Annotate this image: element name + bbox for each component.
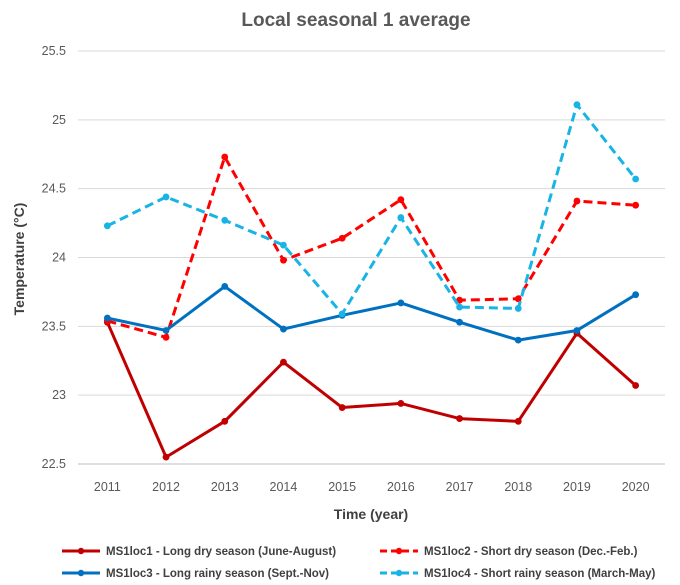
data-point [162,193,170,201]
x-axis-title: Time (year) [334,506,408,522]
y-tick-label: 24.5 [42,182,66,196]
data-point [632,382,640,389]
legend-label: MS1loc3 - Long rainy season (Sept.-Nov) [106,568,329,580]
y-tick-label: 22.5 [42,457,66,471]
data-point [632,291,640,299]
data-point [221,283,229,290]
legend-label: MS1loc1 - Long dry season (June-August) [106,546,336,558]
data-point [397,214,405,221]
x-tick-label: 2018 [504,480,532,494]
series-1 [103,318,640,461]
series-4 [103,101,640,318]
x-tick-label: 2012 [152,480,180,494]
data-point [103,314,111,322]
data-point [397,400,405,407]
data-point [221,153,229,161]
data-point [280,325,287,333]
legend-label: MS1loc4 - Short rainy season (March-May) [424,568,656,580]
legend: MS1loc1 - Long dry season (June-August) M… [62,546,656,580]
legend-label: MS1loc2 - Short dry season (Dec.-Feb.) [424,546,638,558]
legend-item: MS1loc3 - Long rainy season (Sept.-Nov) [62,568,329,580]
legend-item: MS1loc4 - Short rainy season (March-May) [380,568,656,580]
data-point [514,417,522,425]
x-tick-label: 2020 [622,480,650,494]
data-point [280,241,287,249]
data-point [456,303,463,311]
legend-marker [77,569,85,577]
data-point [632,201,640,209]
data-point [514,305,522,312]
legend-marker [395,547,403,555]
legend-item: MS1loc1 - Long dry season (June-August) [62,546,336,558]
series-line [106,103,637,316]
data-point [338,234,346,242]
y-tick-label: 23.5 [42,319,66,333]
series-line [106,155,636,339]
data-point [573,101,581,109]
data-point [162,453,170,461]
gridlines [78,50,665,396]
data-point [456,415,463,422]
data-point [397,299,405,307]
data-point [103,222,111,230]
data-point [338,310,346,318]
series-3 [103,283,640,344]
data-point [162,333,170,341]
data-point [397,196,405,204]
x-tick-label: 2011 [94,480,121,494]
data-point [280,358,287,366]
y-tick-label: 25.5 [42,44,66,58]
data-point [514,336,522,344]
data-point [162,327,170,334]
x-tick-label: 2013 [211,480,239,494]
x-tick-label: 2019 [563,480,591,494]
y-tick-label: 24 [52,251,66,265]
data-point [632,175,640,183]
x-tick-label: 2015 [328,480,356,494]
y-tick-label: 25 [52,113,66,127]
data-point [338,404,346,411]
data-point [456,318,463,326]
x-axis-ticks: 2011 2012 2013 2014 2015 2016 2017 2018 2019 2020 [94,480,650,494]
x-tick-label: 2017 [446,480,474,494]
legend-item: MS1loc2 - Short dry season (Dec.-Feb.) [380,546,638,558]
x-tick-label: 2016 [387,480,415,494]
legend-marker [395,569,403,577]
legend-marker [77,547,85,555]
series-line [105,321,637,459]
series-line [107,284,637,342]
y-axis-title: Temperature (°C) [11,203,27,316]
data-point [221,417,229,425]
data-point [221,216,229,224]
data-point [280,256,287,264]
series-layer [103,101,640,461]
data-point [573,197,581,205]
series-2 [103,153,640,341]
chart-title: Local seasonal 1 average [241,10,470,31]
y-axis-ticks: 22.5 23 23.5 24 24.5 25 25.5 [42,44,66,471]
data-point [573,327,581,334]
x-tick-label: 2014 [270,480,298,494]
y-tick-label: 23 [52,388,66,402]
data-point [514,295,522,303]
